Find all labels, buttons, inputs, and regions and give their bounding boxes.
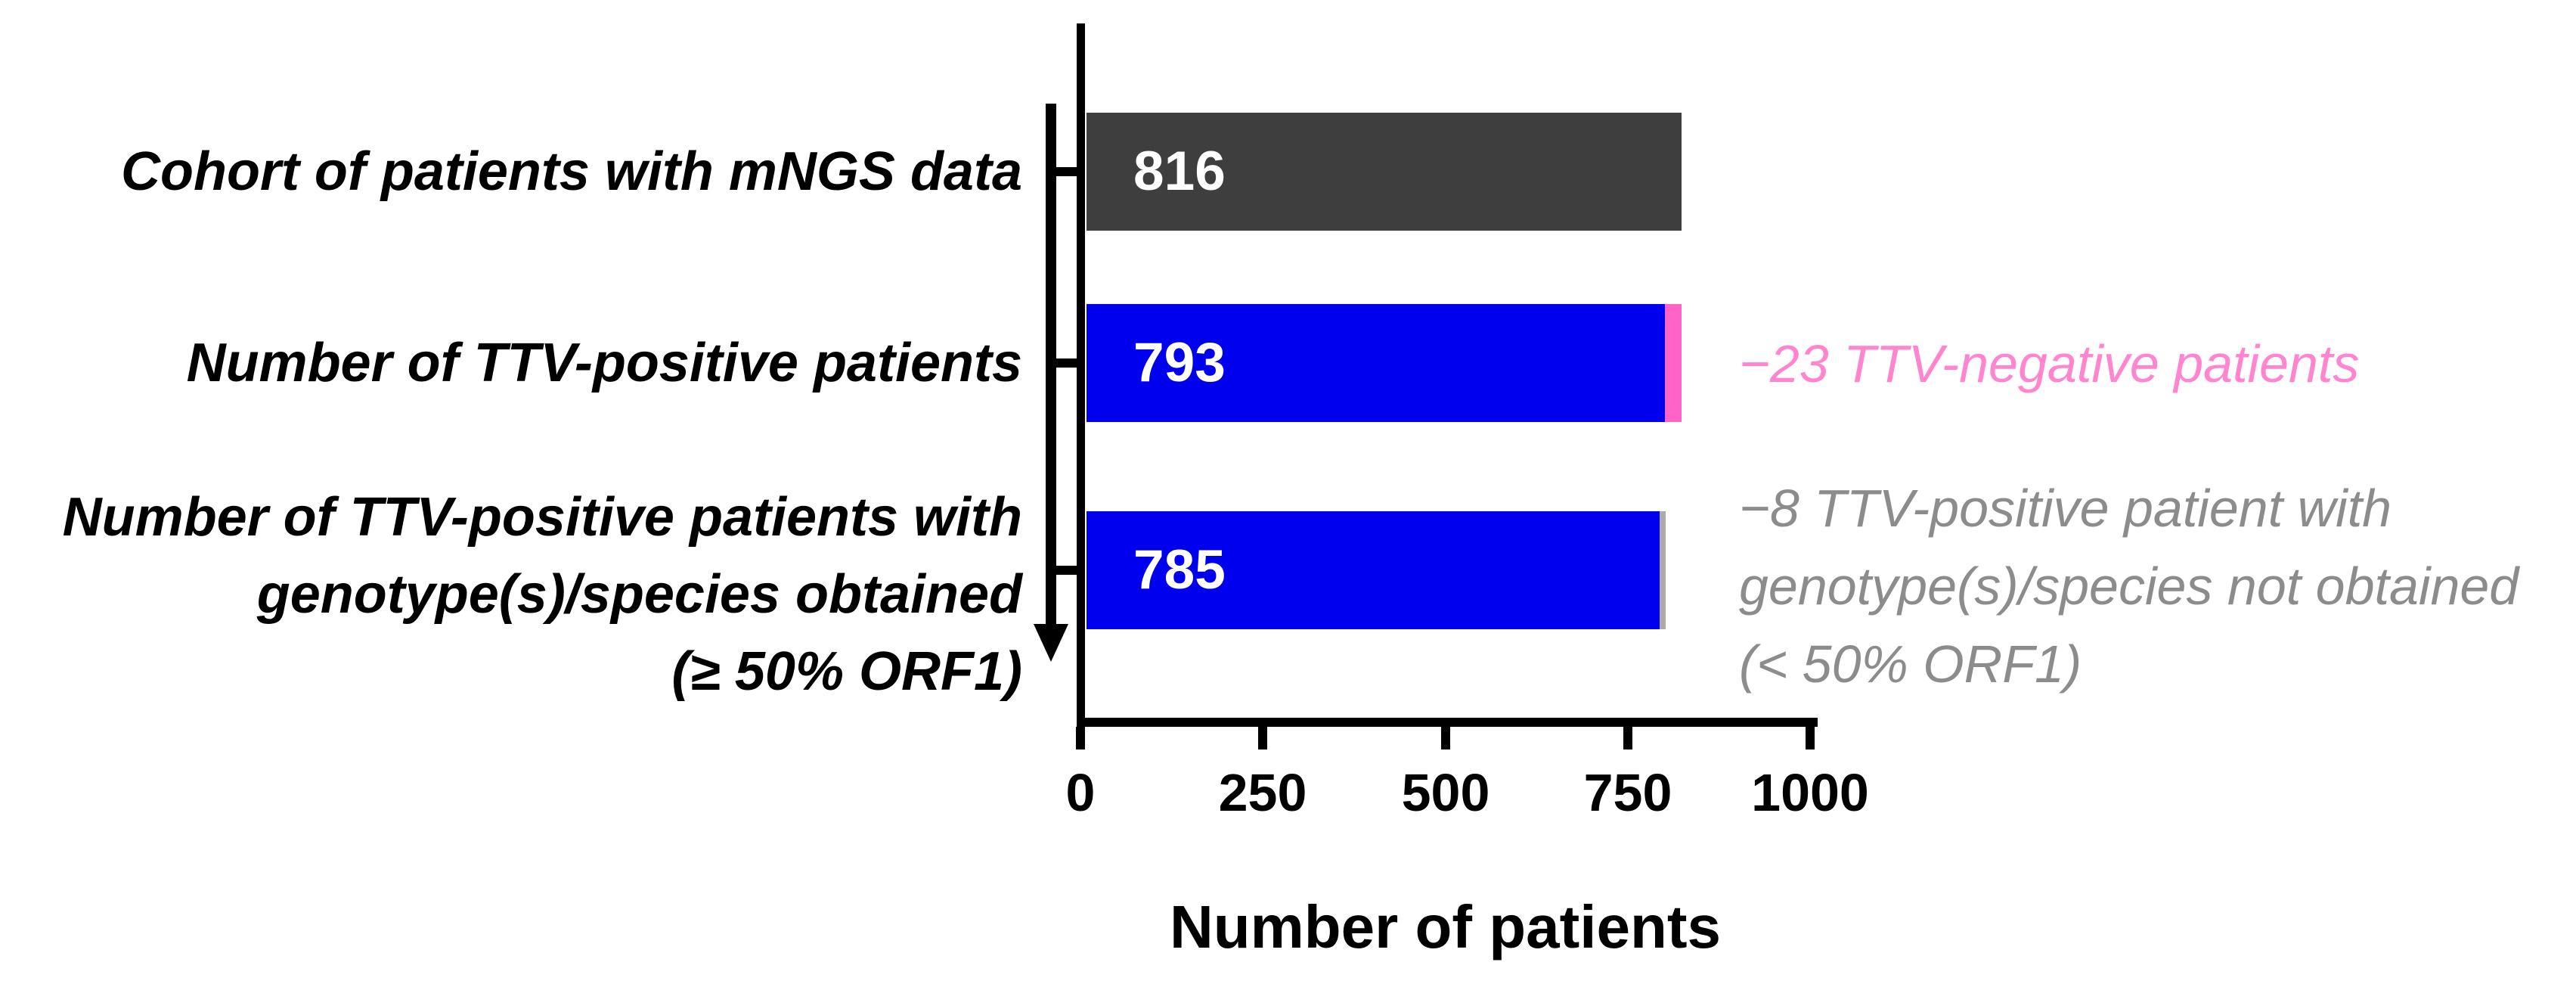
category-label-genotype-line3: (≥ 50% ORF1) (671, 641, 1022, 702)
x-tick-500 (1441, 727, 1450, 749)
x-tick-1000 (1806, 727, 1815, 749)
bar-genotype-missing-tip-segment (1660, 511, 1666, 629)
category-label-ttv-positive-text: Number of TTV-positive patients (186, 333, 1022, 393)
y-axis-tick-row2 (1048, 358, 1078, 368)
bar-ttv-negative-tip-segment (1665, 304, 1682, 422)
x-tick-label-0: 0 (1065, 763, 1096, 822)
category-label-genotype-line1: Number of TTV-positive patients with (62, 487, 1022, 548)
y-axis-tick-row3 (1048, 566, 1078, 575)
category-label-cohort: Cohort of patients with mNGS data (121, 133, 1022, 210)
bar-value-cohort: 816 (1133, 141, 1226, 202)
x-tick-250 (1258, 727, 1267, 749)
annotation-no-genotype-line1: −8 TTV-positive patient with (1739, 479, 2392, 538)
category-label-cohort-text: Cohort of patients with mNGS data (120, 141, 1022, 202)
bar-cohort-main-segment (1087, 113, 1682, 231)
x-tick-label-750: 750 (1583, 763, 1672, 822)
annotation-ttv-negative: −23 TTV-negative patients (1739, 331, 2359, 396)
annotation-no-genotype-line3: (< 50% ORF1) (1739, 635, 2082, 694)
x-axis-line (1077, 718, 1818, 727)
y-axis-line (1077, 23, 1085, 746)
x-tick-750 (1623, 727, 1632, 749)
x-tick-label-250: 250 (1218, 763, 1307, 822)
x-tick-label-1000: 1000 (1751, 763, 1869, 822)
bar-value-genotype: 785 (1133, 539, 1226, 601)
y-axis-tick-row1 (1048, 167, 1078, 176)
bar-genotype (1087, 511, 1666, 629)
annotation-no-genotype: −8 TTV-positive patient with genotype(s)… (1739, 470, 2519, 703)
x-axis-title: Number of patients (1170, 893, 1721, 961)
x-tick-label-500: 500 (1401, 763, 1490, 822)
x-tick-0 (1076, 727, 1085, 749)
category-label-ttv-positive: Number of TTV-positive patients (187, 324, 1022, 402)
bar-genotype-main-segment (1087, 511, 1660, 629)
annotation-no-genotype-line2: genotype(s)/species not obtained (1739, 557, 2519, 616)
bar-value-ttv-positive: 793 (1133, 332, 1226, 393)
bar-ttv-positive (1087, 304, 1682, 422)
bar-cohort (1087, 113, 1682, 231)
bar-ttv-positive-main-segment (1087, 304, 1665, 422)
annotation-ttv-negative-line1: −23 TTV-negative patients (1739, 334, 2360, 393)
category-label-genotype-line2: genotype(s)/species obtained (256, 564, 1022, 625)
flow-arrow-head-icon (1034, 624, 1068, 662)
category-label-genotype: Number of TTV-positive patients with gen… (63, 479, 1022, 710)
